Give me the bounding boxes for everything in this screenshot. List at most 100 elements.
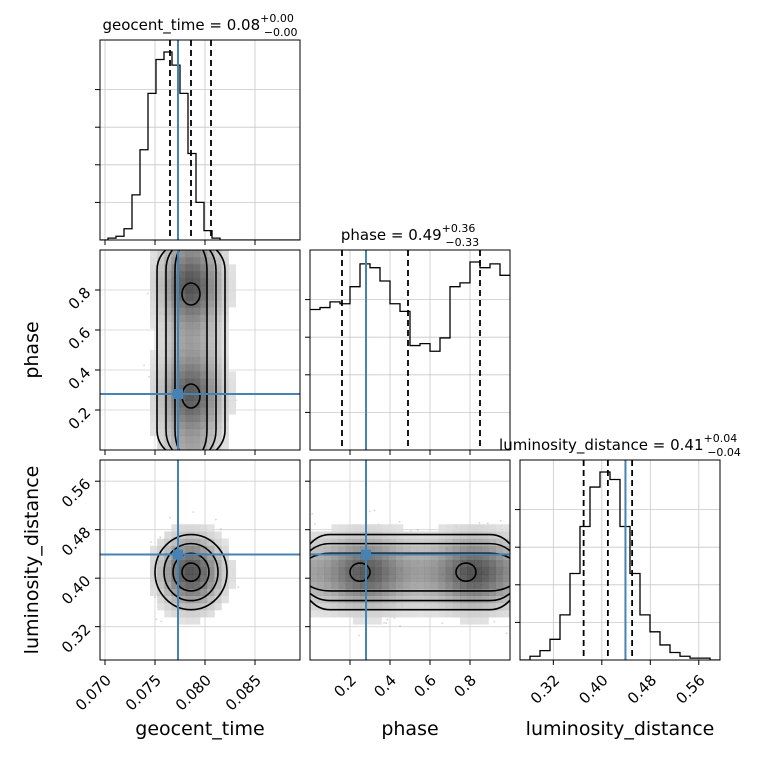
density-cell [424, 588, 432, 597]
panel-frame [99, 249, 301, 451]
density-cell [178, 428, 187, 437]
sample-point [313, 523, 316, 525]
density-cell [221, 545, 229, 554]
density-cell [424, 581, 432, 589]
title-plus: +0.00 [260, 12, 294, 25]
density-cell [388, 595, 397, 604]
density-cell [214, 300, 222, 308]
density-cell [178, 278, 187, 287]
density-cell [221, 588, 229, 597]
density-cell [178, 328, 187, 337]
density-cell [192, 342, 201, 351]
density-cell [445, 581, 454, 589]
density-cell [164, 314, 172, 322]
density-cell [367, 574, 375, 582]
density-cell [424, 567, 432, 575]
sample-point [393, 617, 396, 619]
density-cell [410, 588, 418, 597]
density-cell [324, 552, 332, 561]
density-cell [200, 321, 208, 329]
density-cell [502, 602, 510, 611]
x-tick-label: 0.070 [72, 671, 115, 714]
density-cell [214, 602, 222, 611]
density-cell [228, 292, 237, 301]
sample-point [486, 522, 489, 525]
density-cell [410, 610, 418, 618]
density-cell [150, 278, 158, 287]
density-cell [157, 545, 165, 554]
x-tick-label: 0.8 [450, 671, 480, 701]
density-cell [200, 278, 208, 287]
density-cell [214, 314, 222, 322]
density-cell [200, 264, 208, 272]
density-cell [171, 610, 179, 618]
density-cell [374, 560, 382, 568]
density-cell [467, 610, 475, 618]
density-cell [474, 545, 482, 554]
density-cell [502, 610, 510, 618]
density-cell [402, 595, 411, 604]
panel-content [100, 250, 300, 450]
density-cell [150, 257, 158, 265]
density-cell [338, 560, 347, 568]
density-cell [207, 392, 215, 401]
density-cell [157, 350, 165, 358]
density-cell [214, 364, 222, 372]
density-cell [185, 421, 194, 429]
density-cell [214, 581, 222, 589]
density-cell [185, 271, 194, 279]
density-cell [424, 552, 432, 561]
density-cell [200, 307, 208, 315]
density-cell [157, 300, 165, 308]
density-cell [185, 292, 194, 301]
density-cell [178, 610, 187, 618]
sample-point [159, 536, 162, 539]
density-cell [445, 574, 454, 582]
density-cell [374, 581, 382, 589]
density-cell [438, 552, 447, 561]
density-cell [164, 300, 172, 308]
density-cell [178, 617, 187, 625]
density-cell [207, 285, 215, 294]
density-cell [502, 531, 510, 539]
density-cell [360, 524, 368, 532]
density-cell [185, 371, 194, 379]
density-cell [228, 400, 237, 408]
density-cell [185, 428, 194, 437]
panel-geocent_time-vs-phase: 0.2 0.4 0.6 0.8 phase [21, 249, 301, 455]
density-cell [214, 400, 222, 408]
density-cell [157, 385, 165, 394]
sample-point [220, 528, 222, 531]
sample-point [357, 634, 360, 637]
density-cell [395, 602, 404, 611]
density-cell [374, 552, 382, 561]
density-cell [317, 602, 325, 611]
density-cell [474, 574, 482, 582]
density-cell [178, 314, 187, 322]
density-cell [150, 428, 158, 437]
density-cell [445, 524, 454, 532]
density-cell [207, 371, 215, 379]
density-cell [221, 250, 229, 258]
density-cell [438, 574, 447, 582]
density-cell [402, 610, 411, 618]
density-cell [157, 407, 165, 415]
density-cell [185, 364, 194, 372]
density-cell [331, 538, 339, 547]
density-cell [214, 428, 222, 437]
sample-point [311, 512, 314, 515]
density-cell [207, 321, 215, 329]
density-cell [374, 574, 382, 582]
density-cell [331, 545, 339, 554]
x-tick-label: 0.2 [330, 671, 360, 701]
density-cell [200, 385, 208, 394]
density-cell [331, 560, 339, 568]
density-cell [178, 257, 187, 265]
density-cell [157, 292, 165, 301]
density-cell [178, 545, 187, 554]
density-cell [192, 314, 201, 322]
density-cell [467, 602, 475, 611]
density-cell [214, 350, 222, 358]
density-cell [185, 350, 194, 358]
density-cell [338, 588, 347, 597]
